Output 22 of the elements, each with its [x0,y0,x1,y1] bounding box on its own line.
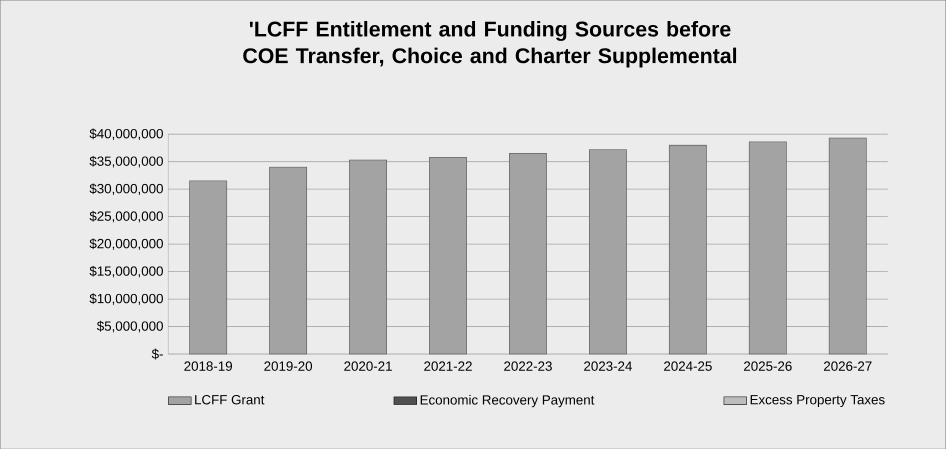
x-tick-label: 2026-27 [824,361,872,371]
y-tick-label: $- [152,348,163,360]
y-tick-label: $25,000,000 [90,210,163,222]
y-tick-label: $10,000,000 [90,293,163,305]
x-tick-label: 2021-22 [424,361,472,371]
y-tick-label: $35,000,000 [90,156,163,168]
y-tick-label: $40,000,000 [90,128,163,140]
x-tick-label: 2018-19 [184,361,232,371]
x-tick-label: 2024-25 [664,361,712,371]
y-tick-label: $5,000,000 [96,320,163,332]
x-tick-label: 2022-23 [504,361,552,371]
x-tick-label: 2019-20 [264,361,312,371]
y-tick-label: $30,000,000 [90,183,163,195]
x-tick-label: 2023-24 [584,361,632,371]
x-tick-label: 2020-21 [344,361,392,371]
legend-label: Excess Property Taxes [750,394,885,407]
legend-label: LCFF Grant [195,394,264,404]
legend-label: Economic Recovery Payment [420,394,594,408]
chart-title: 'LCFF Entitlement and Funding Sources before COE Transfer, Choice and Charter Supplemental [243,20,736,68]
x-tick-label: 2025-26 [744,361,792,371]
y-tick-label: $20,000,000 [90,238,163,250]
y-tick-label: $15,000,000 [90,266,163,278]
